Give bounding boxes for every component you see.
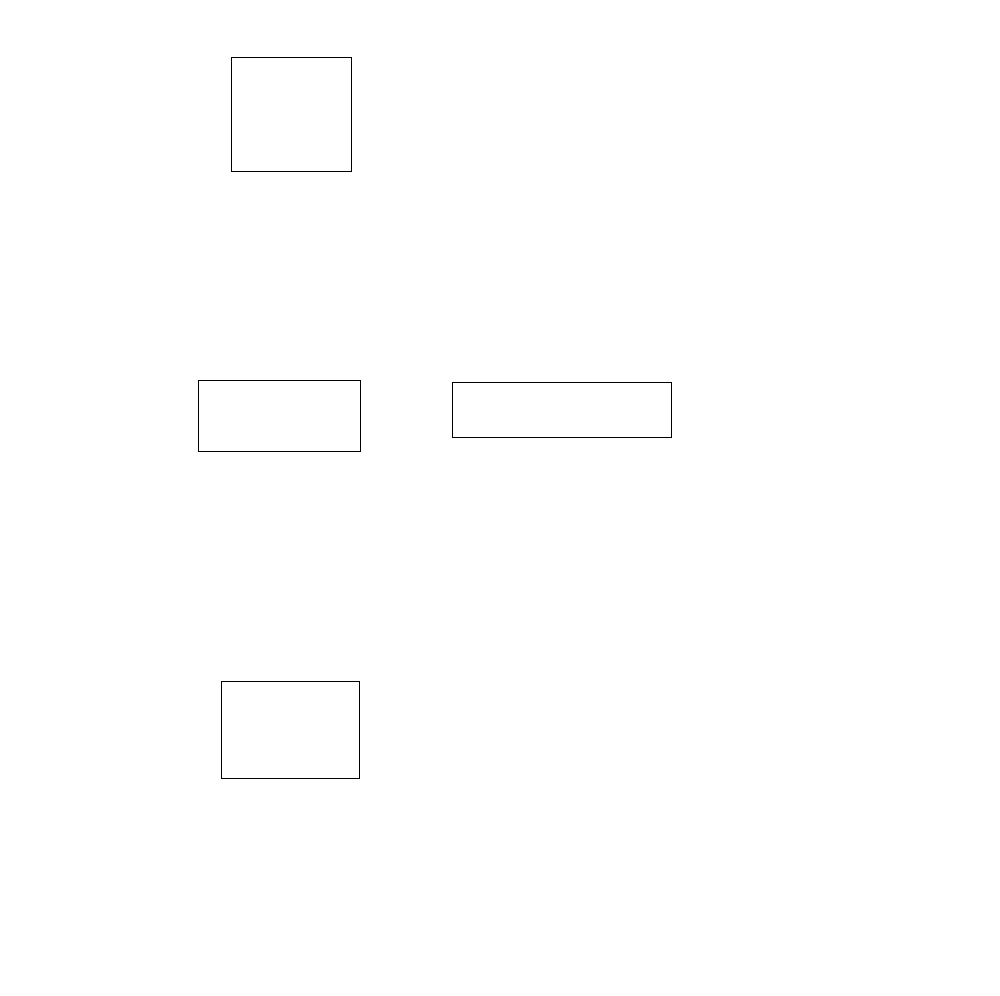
- legend-alpha-histogram: [231, 57, 352, 172]
- legend-boxplot: [221, 681, 360, 779]
- legend-sf-scatter: [198, 380, 361, 452]
- legend-fit: [452, 382, 672, 438]
